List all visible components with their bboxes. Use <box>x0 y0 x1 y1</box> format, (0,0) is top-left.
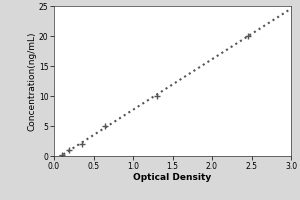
X-axis label: Optical Density: Optical Density <box>134 173 212 182</box>
Y-axis label: Concentration(ng/mL): Concentration(ng/mL) <box>27 31 36 131</box>
